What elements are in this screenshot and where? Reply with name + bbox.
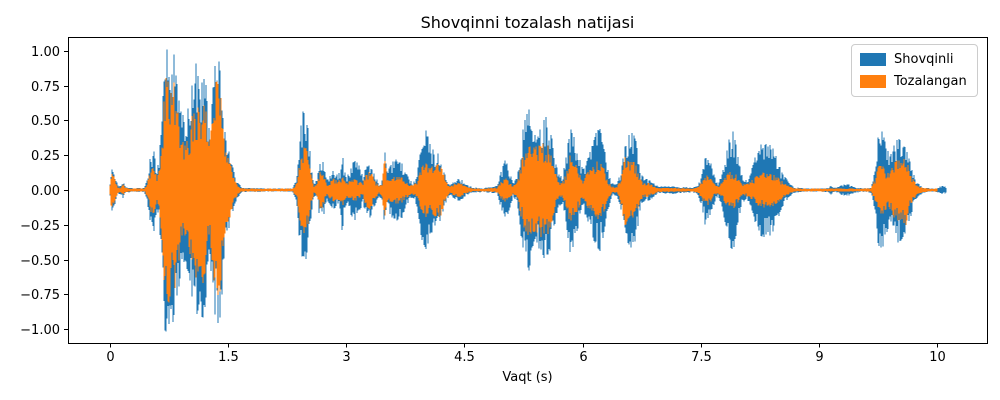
x-tick-label: 10 <box>929 350 946 365</box>
legend-swatch-shovqinli <box>860 53 886 66</box>
x-tick-label: 0 <box>106 350 114 365</box>
legend-item-shovqinli: Shovqinli <box>860 52 967 67</box>
y-tick-label: 1.00 <box>31 45 60 60</box>
chart-title: Shovqinni tozalash natijasi <box>420 13 635 32</box>
x-axis-label: Vaqt (s) <box>502 370 553 385</box>
y-tick-label: 0.00 <box>31 184 60 199</box>
x-tick-label: 9 <box>815 350 823 365</box>
y-tick-label: −0.75 <box>20 288 60 303</box>
legend-label-shovqinli: Shovqinli <box>894 52 954 67</box>
x-tick-label: 1.5 <box>218 350 239 365</box>
waveform-series-Tozalangan <box>109 78 938 303</box>
legend-label-tozalangan: Tozalangan <box>894 74 967 89</box>
legend-item-tozalangan: Tozalangan <box>860 74 967 89</box>
y-tick-label: −1.00 <box>20 323 60 338</box>
x-tick-label: 7.5 <box>691 350 712 365</box>
x-tick-label: 6 <box>579 350 587 365</box>
legend: Shovqinli Tozalangan <box>851 44 978 97</box>
y-tick-label: −0.50 <box>20 254 60 269</box>
y-tick-label: 0.75 <box>31 80 60 95</box>
y-tick-label: 0.50 <box>31 114 60 129</box>
axes-spines <box>68 37 988 344</box>
y-tick-label: 0.25 <box>31 149 60 164</box>
x-tick-label: 3 <box>342 350 350 365</box>
x-tick-label: 4.5 <box>454 350 475 365</box>
legend-swatch-tozalangan <box>860 75 886 88</box>
y-tick-label: −0.25 <box>20 219 60 234</box>
